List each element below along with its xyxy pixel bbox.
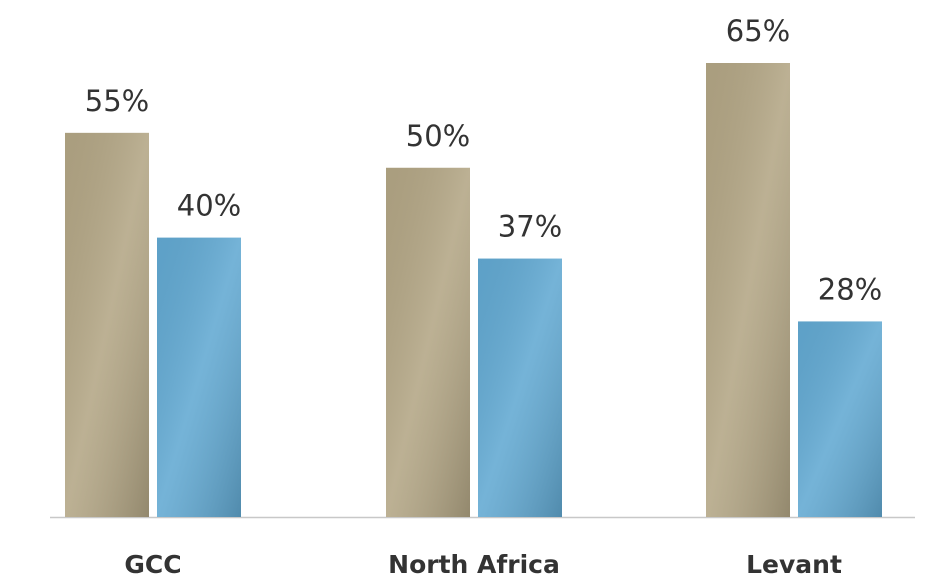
value-label: 65% bbox=[726, 14, 790, 48]
x-tick-label: GCC bbox=[124, 550, 181, 579]
value-label: 40% bbox=[177, 189, 241, 223]
x-tick-label: Levant bbox=[746, 550, 842, 579]
value-label: 37% bbox=[498, 210, 562, 244]
value-label: 55% bbox=[85, 84, 149, 118]
bar bbox=[478, 258, 562, 517]
bar bbox=[706, 63, 790, 517]
bar bbox=[386, 167, 470, 517]
value-label: 50% bbox=[406, 119, 470, 153]
bar bbox=[798, 321, 882, 517]
bar bbox=[65, 132, 149, 517]
bar bbox=[157, 237, 241, 517]
value-label: 28% bbox=[818, 272, 882, 306]
x-tick-label: North Africa bbox=[388, 550, 560, 579]
